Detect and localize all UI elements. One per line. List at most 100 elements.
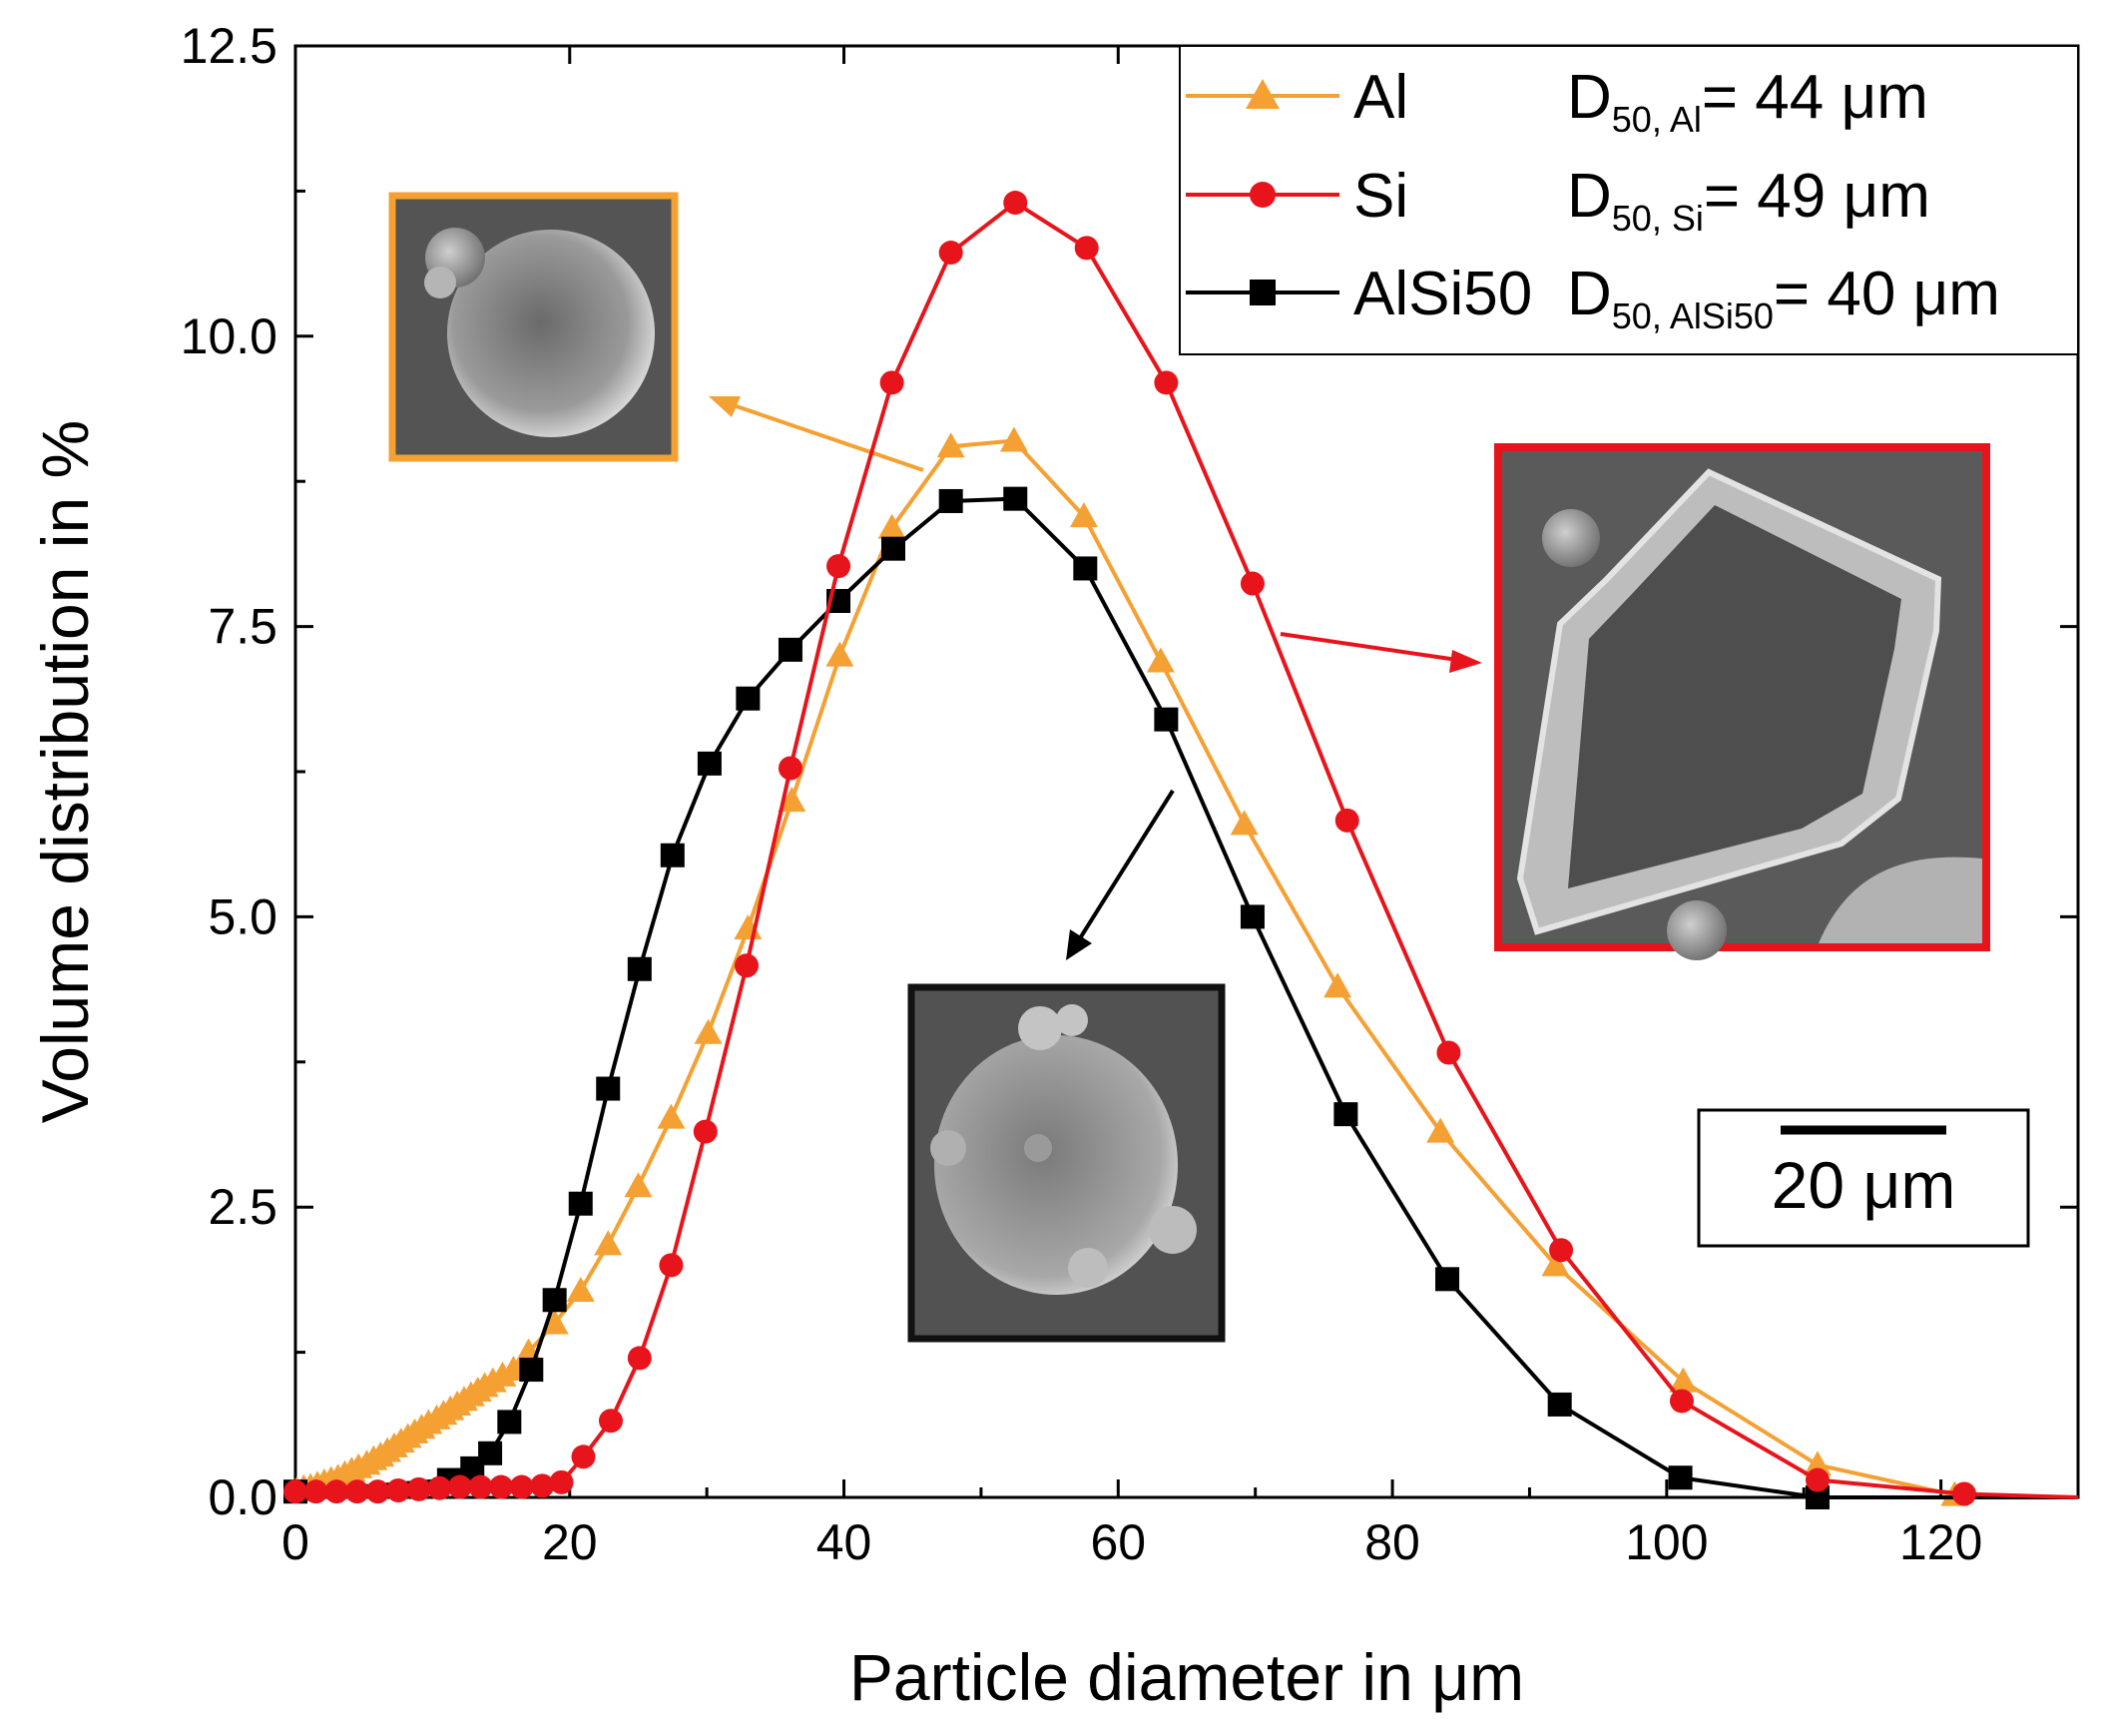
si-point bbox=[826, 554, 851, 579]
alsi50-point bbox=[1333, 1102, 1358, 1127]
alsi50-point bbox=[736, 686, 761, 711]
legend-d50-al-value: = 44 μm bbox=[1702, 63, 1928, 132]
alsi50-point bbox=[1668, 1465, 1693, 1490]
si-point bbox=[283, 1479, 307, 1504]
al-point bbox=[936, 432, 965, 458]
al-point bbox=[778, 787, 806, 813]
alsi50-point bbox=[660, 843, 685, 868]
x-tick-label: 0 bbox=[281, 1514, 309, 1570]
si-point bbox=[938, 241, 963, 266]
legend-d50-alsi50: D50, AlSi50= 40 μm bbox=[1567, 260, 2000, 336]
si-point bbox=[530, 1473, 555, 1498]
alsi50-point bbox=[880, 536, 905, 561]
al-point bbox=[1803, 1450, 1832, 1476]
al-point bbox=[594, 1230, 623, 1256]
alsi50-bump-4 bbox=[930, 1130, 966, 1166]
alsi50-inset-arrowhead bbox=[1066, 929, 1092, 960]
al-point bbox=[624, 1172, 653, 1198]
si-point bbox=[1154, 370, 1179, 395]
si-point bbox=[303, 1479, 328, 1504]
legend-label-si: Si bbox=[1353, 162, 1408, 231]
y-tick-label: 2.5 bbox=[208, 1179, 277, 1235]
legend-label-alsi50: AlSi50 bbox=[1353, 260, 1532, 328]
alsi50-point bbox=[1547, 1392, 1572, 1417]
legend-marker-si bbox=[1250, 182, 1276, 208]
alsi50-point bbox=[519, 1358, 544, 1383]
si-particle-face bbox=[1568, 505, 1901, 888]
y-tick-label: 12.5 bbox=[181, 18, 277, 74]
si-point bbox=[1549, 1238, 1574, 1263]
si-point bbox=[1951, 1481, 1976, 1506]
legend-entry-si: Si D50, Si= 49 μm bbox=[1186, 162, 1930, 239]
si-sem-inset bbox=[1494, 443, 1990, 960]
legend-d50-si-sub: 50, Si bbox=[1612, 198, 1704, 239]
legend: Al D50, Al= 44 μm Si D50, Si= 49 μm AlSi… bbox=[1179, 45, 2079, 355]
si-point bbox=[1669, 1389, 1694, 1414]
legend-marker-al bbox=[1246, 79, 1280, 109]
al-point bbox=[1069, 502, 1098, 528]
al-inset-arrowhead bbox=[709, 396, 741, 417]
si-point bbox=[365, 1479, 390, 1504]
si-inset-arrowhead bbox=[1449, 650, 1482, 673]
alsi50-bump-6 bbox=[1024, 1134, 1052, 1162]
legend-d50-si-value: = 49 μm bbox=[1704, 162, 1930, 231]
alsi50-point bbox=[1435, 1267, 1460, 1292]
al-point bbox=[1426, 1117, 1455, 1143]
si-point bbox=[344, 1479, 369, 1504]
x-axis-title: Particle diameter in μm bbox=[849, 1640, 1524, 1714]
legend-d50-al: D50, Al= 44 μm bbox=[1567, 63, 1928, 140]
al-point bbox=[1146, 647, 1175, 673]
alsi50-bump-2 bbox=[1056, 1004, 1088, 1036]
x-tick-label: 80 bbox=[1364, 1514, 1420, 1570]
alsi50-point bbox=[568, 1191, 593, 1216]
si-bead-corner bbox=[1819, 857, 1982, 943]
alsi50-point bbox=[1003, 486, 1028, 511]
al-point bbox=[1323, 972, 1352, 998]
x-tick-label: 120 bbox=[1899, 1514, 1982, 1570]
si-point bbox=[1334, 808, 1359, 833]
legend-marker-alsi50 bbox=[1250, 280, 1276, 305]
legend-d50-al-sub: 50, Al bbox=[1612, 99, 1702, 140]
y-axis-title: Volume distribution in % bbox=[28, 420, 102, 1123]
legend-d50-si: D50, Si= 49 μm bbox=[1567, 162, 1930, 239]
si-point bbox=[693, 1119, 718, 1144]
si-point bbox=[734, 953, 759, 978]
si-point bbox=[427, 1475, 452, 1500]
y-tick-label: 10.0 bbox=[181, 308, 277, 364]
x-tick-label: 20 bbox=[542, 1514, 598, 1570]
al-point bbox=[657, 1103, 686, 1129]
si-point bbox=[549, 1469, 574, 1494]
al-point bbox=[694, 1018, 723, 1044]
legend-label-al: Al bbox=[1353, 63, 1408, 132]
si-point bbox=[627, 1346, 652, 1371]
si-point bbox=[778, 756, 802, 781]
alsi50-point bbox=[697, 751, 722, 776]
al-point bbox=[825, 641, 854, 667]
legend-entry-alsi50: AlSi50 D50, AlSi50= 40 μm bbox=[1186, 260, 2000, 336]
series-si bbox=[283, 191, 2079, 1506]
si-point bbox=[1436, 1040, 1461, 1065]
si-point bbox=[571, 1445, 596, 1469]
alsi50-particle-image bbox=[934, 1035, 1178, 1295]
si-point bbox=[468, 1474, 493, 1499]
alsi50-bump-1 bbox=[1018, 1006, 1062, 1050]
al-point bbox=[566, 1276, 595, 1302]
si-point bbox=[879, 370, 904, 395]
x-tick-label: 100 bbox=[1625, 1514, 1708, 1570]
alsi50-point bbox=[1240, 904, 1265, 929]
alsi50-point bbox=[497, 1410, 522, 1435]
y-tick-label: 7.5 bbox=[208, 599, 277, 655]
al-point bbox=[877, 513, 906, 539]
al-sem-inset bbox=[388, 192, 679, 462]
si-point bbox=[659, 1253, 684, 1278]
si-point bbox=[406, 1476, 431, 1501]
x-tick-label: 60 bbox=[1090, 1514, 1146, 1570]
alsi50-point bbox=[542, 1288, 567, 1313]
alsi50-point bbox=[627, 956, 652, 981]
al-point bbox=[1541, 1251, 1570, 1277]
alsi50-point bbox=[478, 1441, 503, 1465]
y-tick-label: 0.0 bbox=[208, 1469, 277, 1525]
si-bead-top bbox=[1542, 509, 1600, 567]
si-point bbox=[386, 1478, 411, 1503]
